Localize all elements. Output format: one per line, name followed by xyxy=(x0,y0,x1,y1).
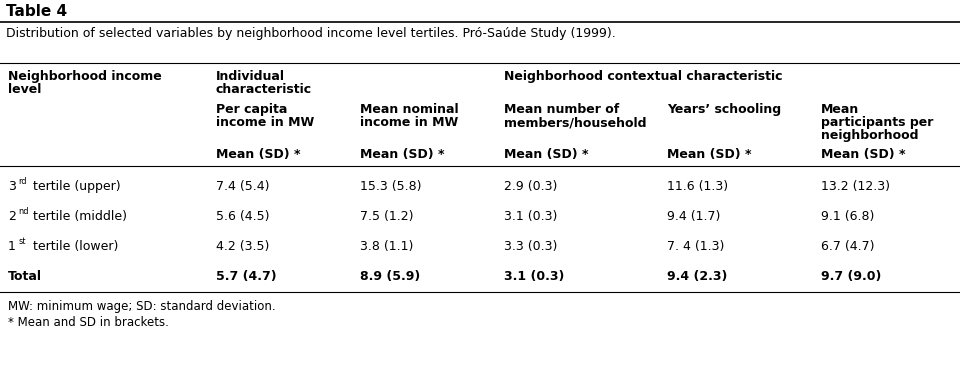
Text: 15.3 (5.8): 15.3 (5.8) xyxy=(360,180,421,193)
Text: tertile (upper): tertile (upper) xyxy=(29,180,120,193)
Text: 11.6 (1.3): 11.6 (1.3) xyxy=(667,180,729,193)
Text: income in MW: income in MW xyxy=(216,116,314,129)
Text: 3: 3 xyxy=(8,180,15,193)
Text: 2: 2 xyxy=(8,210,15,223)
Text: Table 4: Table 4 xyxy=(6,4,67,19)
Text: neighborhood: neighborhood xyxy=(821,129,919,142)
Text: 4.2 (3.5): 4.2 (3.5) xyxy=(216,240,270,253)
Text: Total: Total xyxy=(8,270,41,283)
Text: 3.8 (1.1): 3.8 (1.1) xyxy=(360,240,414,253)
Text: Years’ schooling: Years’ schooling xyxy=(667,103,781,116)
Text: st: st xyxy=(18,237,26,246)
Text: Mean (SD) *: Mean (SD) * xyxy=(667,148,752,161)
Text: members/household: members/household xyxy=(504,116,646,129)
Text: 2.9 (0.3): 2.9 (0.3) xyxy=(504,180,558,193)
Text: Distribution of selected variables by neighborhood income level tertiles. Pró-Sa: Distribution of selected variables by ne… xyxy=(6,27,615,40)
Text: Mean (SD) *: Mean (SD) * xyxy=(216,148,300,161)
Text: 5.6 (4.5): 5.6 (4.5) xyxy=(216,210,270,223)
Text: Mean (SD) *: Mean (SD) * xyxy=(821,148,905,161)
Text: 7.4 (5.4): 7.4 (5.4) xyxy=(216,180,270,193)
Text: 9.7 (9.0): 9.7 (9.0) xyxy=(821,270,881,283)
Text: 13.2 (12.3): 13.2 (12.3) xyxy=(821,180,890,193)
Text: Mean (SD) *: Mean (SD) * xyxy=(504,148,588,161)
Text: 9.4 (2.3): 9.4 (2.3) xyxy=(667,270,728,283)
Text: 3.1 (0.3): 3.1 (0.3) xyxy=(504,270,564,283)
Text: 9.1 (6.8): 9.1 (6.8) xyxy=(821,210,875,223)
Text: level: level xyxy=(8,83,41,96)
Text: 8.9 (5.9): 8.9 (5.9) xyxy=(360,270,420,283)
Text: 9.4 (1.7): 9.4 (1.7) xyxy=(667,210,721,223)
Text: participants per: participants per xyxy=(821,116,933,129)
Text: Neighborhood income: Neighborhood income xyxy=(8,70,161,83)
Text: Mean (SD) *: Mean (SD) * xyxy=(360,148,444,161)
Text: Individual: Individual xyxy=(216,70,285,83)
Text: 3.3 (0.3): 3.3 (0.3) xyxy=(504,240,558,253)
Text: MW: minimum wage; SD: standard deviation.: MW: minimum wage; SD: standard deviation… xyxy=(8,300,276,313)
Text: 6.7 (4.7): 6.7 (4.7) xyxy=(821,240,875,253)
Text: Mean nominal: Mean nominal xyxy=(360,103,459,116)
Text: 7. 4 (1.3): 7. 4 (1.3) xyxy=(667,240,725,253)
Text: income in MW: income in MW xyxy=(360,116,458,129)
Text: Mean: Mean xyxy=(821,103,859,116)
Text: tertile (middle): tertile (middle) xyxy=(29,210,127,223)
Text: tertile (lower): tertile (lower) xyxy=(29,240,118,253)
Text: 5.7 (4.7): 5.7 (4.7) xyxy=(216,270,276,283)
Text: nd: nd xyxy=(18,207,29,215)
Text: characteristic: characteristic xyxy=(216,83,312,96)
Text: Per capita: Per capita xyxy=(216,103,287,116)
Text: * Mean and SD in brackets.: * Mean and SD in brackets. xyxy=(8,316,169,329)
Text: Mean number of: Mean number of xyxy=(504,103,619,116)
Text: 3.1 (0.3): 3.1 (0.3) xyxy=(504,210,558,223)
Text: 1: 1 xyxy=(8,240,15,253)
Text: Neighborhood contextual characteristic: Neighborhood contextual characteristic xyxy=(504,70,782,83)
Text: 7.5 (1.2): 7.5 (1.2) xyxy=(360,210,414,223)
Text: rd: rd xyxy=(18,177,27,186)
